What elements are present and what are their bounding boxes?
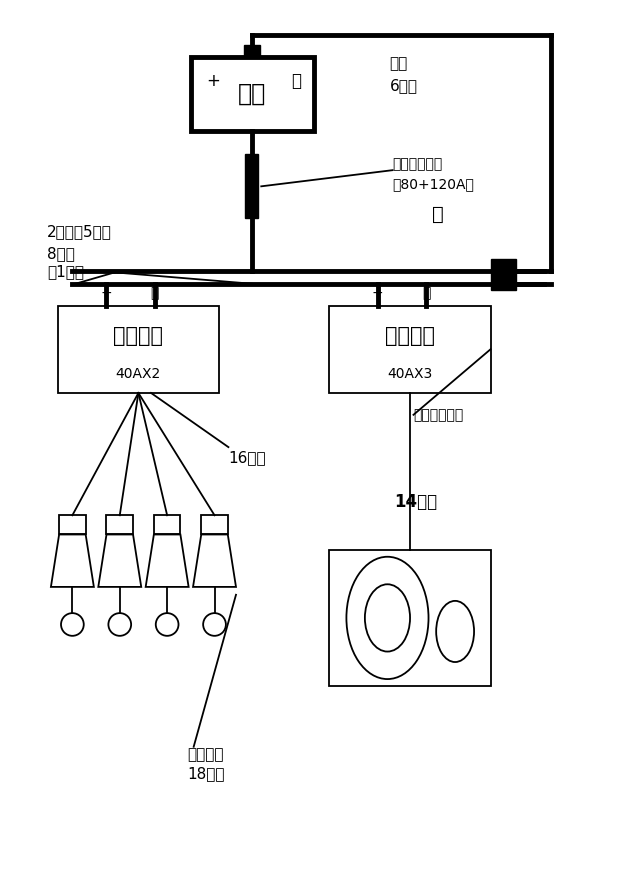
Bar: [244, 45, 260, 56]
Text: +: +: [206, 72, 220, 90]
Text: 高音喇叭: 高音喇叭: [188, 747, 224, 762]
Text: 一出二保险座: 一出二保险座: [393, 157, 443, 171]
Text: 16号线: 16号线: [228, 450, 266, 465]
Text: －: －: [291, 72, 301, 90]
Text: －: －: [422, 287, 430, 301]
Text: －: －: [150, 287, 159, 301]
Text: 2号线（5米）: 2号线（5米）: [47, 224, 112, 239]
Text: 40AX3: 40AX3: [387, 367, 433, 381]
Text: 电池: 电池: [238, 82, 266, 106]
Text: （80+120A）: （80+120A）: [393, 177, 474, 191]
Text: 14号线: 14号线: [394, 493, 438, 512]
Text: 四路功放: 四路功放: [113, 326, 163, 346]
Text: 6号线: 6号线: [390, 78, 417, 93]
Text: 40AX2: 40AX2: [116, 367, 161, 381]
Text: 18号线: 18号线: [188, 766, 225, 781]
Text: 单路功放: 单路功放: [385, 326, 435, 346]
Text: 一分二地线座: 一分二地线座: [413, 407, 464, 422]
Bar: [490, 258, 516, 289]
Text: 8号线: 8号线: [47, 247, 75, 262]
Text: （1米）: （1米）: [47, 264, 84, 279]
Text: 接地: 接地: [390, 56, 408, 71]
Text: +: +: [372, 287, 383, 301]
Text: +: +: [100, 287, 112, 301]
Text: 丰: 丰: [433, 206, 444, 224]
Bar: [246, 154, 258, 218]
